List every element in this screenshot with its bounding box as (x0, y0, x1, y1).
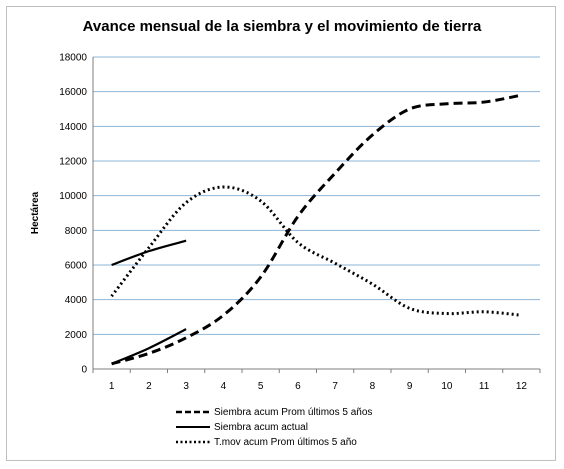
legend-label: T.mov acum Prom últimos 5 año (214, 436, 357, 448)
legend-item-tmov: T.mov acum Prom últimos 5 año (176, 436, 372, 448)
x-tick-label: 12 (516, 381, 528, 392)
y-tick-label: 18000 (59, 53, 87, 64)
y-tick-label: 12000 (59, 157, 87, 168)
legend-swatch-dotted (176, 440, 210, 444)
x-tick-label: 10 (441, 381, 453, 392)
series-lines (110, 93, 522, 366)
legend-swatch-dashed (176, 410, 210, 414)
x-tick-label: 11 (479, 381, 490, 392)
legend: Siembra acum Prom últimos 5 años Siembra… (176, 406, 372, 451)
x-tick-label: 3 (183, 381, 189, 392)
y-tick-label: 14000 (59, 122, 87, 133)
x-tick-label: 1 (109, 381, 115, 392)
legend-label: Siembra acum Prom últimos 5 años (214, 406, 373, 418)
y-axis-label: Hectárea (30, 191, 41, 234)
axes (92, 57, 541, 373)
x-tick-label: 8 (370, 381, 376, 392)
legend-swatch-solid (176, 426, 210, 428)
series-line-3 (110, 185, 522, 317)
legend-item-siembra-actual: Siembra acum actual (176, 421, 372, 433)
tick-labels: 0 2000 4000 6000 8000 10000 12000 14000 16000 180… (59, 53, 527, 393)
series-line-0 (111, 93, 522, 366)
y-tick-label: 16000 (59, 87, 87, 98)
x-tick-label: 7 (332, 381, 338, 392)
series-line-2 (111, 239, 187, 267)
y-tick-label: 8000 (65, 226, 88, 237)
y-tick-label: 2000 (65, 330, 88, 341)
x-tick-label: 4 (221, 381, 227, 392)
y-tick-label: 0 (81, 365, 87, 376)
y-tick-label: 4000 (65, 295, 88, 306)
x-tick-label: 9 (407, 381, 413, 392)
legend-label: Siembra acum actual (214, 421, 308, 433)
y-tick-label: 10000 (59, 191, 87, 202)
chart-title: Avance mensual de la siembra y el movimi… (82, 18, 482, 35)
series-line-1 (111, 328, 187, 365)
chart-frame (6, 6, 556, 461)
x-tick-label: 6 (295, 381, 301, 392)
y-tick-label: 6000 (65, 261, 88, 272)
x-tick-label: 2 (146, 381, 152, 392)
x-tick-label: 5 (258, 381, 264, 392)
legend-item-siembra-prom: Siembra acum Prom últimos 5 años (176, 406, 372, 418)
gridlines (93, 56, 540, 335)
